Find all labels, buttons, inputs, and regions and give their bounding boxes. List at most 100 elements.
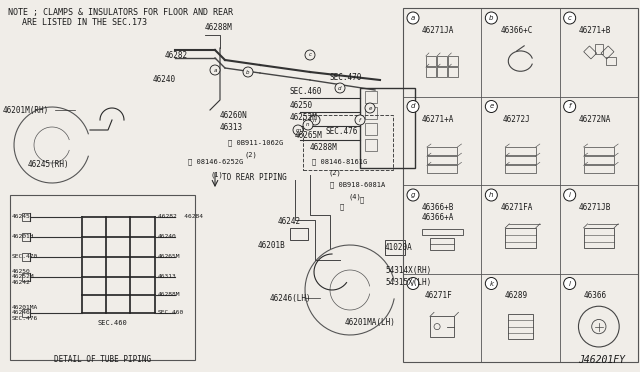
Bar [303, 115, 393, 170]
Text: ARE LISTED IN THE SEC.173: ARE LISTED IN THE SEC.173 [22, 18, 147, 27]
Text: l: l [569, 280, 571, 286]
Bar [448, 56, 458, 66]
Text: b: b [246, 70, 250, 74]
Bar [505, 147, 536, 155]
Text: 46282: 46282 [165, 51, 188, 60]
Text: d: d [339, 86, 342, 90]
Bar [430, 238, 454, 250]
Text: (1): (1) [210, 172, 223, 178]
Text: J46201FY: J46201FY [578, 355, 625, 365]
Circle shape [407, 12, 419, 24]
Text: h: h [313, 118, 317, 122]
Circle shape [564, 12, 575, 24]
Bar [22, 213, 30, 221]
Text: a: a [411, 15, 415, 21]
Bar [584, 166, 614, 173]
Text: (2): (2) [245, 152, 258, 158]
Bar [22, 253, 30, 261]
Circle shape [485, 278, 497, 289]
Text: 46201M(RH): 46201M(RH) [3, 106, 49, 115]
Text: 46366: 46366 [583, 292, 607, 301]
Text: Ⓝ 0B918-6081A: Ⓝ 0B918-6081A [330, 182, 385, 188]
Text: 46289: 46289 [505, 292, 528, 301]
Text: (4): (4) [348, 194, 361, 200]
Text: 46366+B
46366+A: 46366+B 46366+A [422, 203, 454, 222]
Text: Ⓑ 08146-8161G: Ⓑ 08146-8161G [312, 159, 367, 165]
Circle shape [564, 278, 575, 289]
Text: Ⓝ: Ⓝ [360, 197, 364, 203]
Text: c: c [568, 15, 572, 21]
Text: SEC.470: SEC.470 [12, 254, 38, 260]
Circle shape [310, 115, 320, 125]
Text: d: d [411, 103, 415, 109]
Bar [505, 156, 536, 164]
Text: g: g [411, 192, 415, 198]
Bar [422, 229, 463, 235]
Bar [430, 317, 454, 337]
Bar [385, 240, 405, 255]
Text: Ⓑ: Ⓑ [340, 204, 344, 210]
Bar [403, 8, 638, 362]
Text: SEC.460: SEC.460 [158, 311, 184, 315]
Bar [10, 195, 195, 360]
Bar [584, 156, 614, 164]
Text: f: f [568, 103, 571, 109]
Text: c: c [308, 52, 312, 58]
Text: 46201H: 46201H [12, 234, 35, 240]
Text: 46271F: 46271F [424, 292, 452, 301]
Text: m: m [295, 128, 301, 132]
Text: a: a [213, 67, 217, 73]
Text: 46260N: 46260N [220, 110, 248, 119]
Text: f: f [359, 118, 361, 122]
Bar [365, 91, 377, 103]
Circle shape [485, 12, 497, 24]
Bar [426, 56, 436, 66]
Text: 46313: 46313 [158, 275, 177, 279]
Text: j: j [412, 280, 414, 286]
Text: 46201MA
46246
SEC.476: 46201MA 46246 SEC.476 [12, 305, 38, 321]
Text: SEC.476: SEC.476 [325, 128, 357, 137]
Text: 54315X(LH): 54315X(LH) [385, 278, 431, 286]
Bar [584, 228, 614, 248]
Text: 46265M: 46265M [158, 254, 180, 260]
Circle shape [485, 189, 497, 201]
Bar [505, 166, 536, 173]
Bar [437, 56, 447, 66]
Text: 46201B: 46201B [258, 241, 285, 250]
Text: k: k [490, 280, 493, 286]
Circle shape [303, 120, 313, 130]
Text: 46245(RH): 46245(RH) [28, 160, 70, 170]
Text: SEC.460: SEC.460 [290, 87, 323, 96]
Circle shape [210, 65, 220, 75]
Text: 46271FA: 46271FA [500, 203, 532, 212]
Text: 46271JB: 46271JB [579, 203, 611, 212]
Circle shape [485, 100, 497, 112]
Circle shape [293, 125, 303, 135]
Bar [22, 273, 30, 281]
Text: 46366+C: 46366+C [500, 26, 532, 35]
Bar [427, 156, 458, 164]
Text: 46265M: 46265M [295, 131, 323, 140]
Circle shape [564, 100, 575, 112]
Text: 46272J: 46272J [502, 115, 531, 124]
Bar [365, 123, 377, 135]
Bar [427, 147, 458, 155]
Circle shape [365, 103, 375, 113]
Bar [508, 314, 532, 339]
Bar [505, 228, 536, 248]
Bar [365, 107, 377, 119]
Text: 46288M: 46288M [310, 144, 338, 153]
Circle shape [305, 50, 315, 60]
Text: DETAIL OF TUBE PIPING: DETAIL OF TUBE PIPING [54, 355, 151, 364]
Text: 46246(LH): 46246(LH) [270, 294, 312, 302]
Text: e: e [368, 106, 372, 110]
Text: e: e [489, 103, 493, 109]
Text: 46282  46284: 46282 46284 [158, 215, 203, 219]
Circle shape [355, 115, 365, 125]
Text: NOTE ; CLAMPS & INSULATORS FOR FLOOR AND REAR: NOTE ; CLAMPS & INSULATORS FOR FLOOR AND… [8, 8, 233, 17]
Text: 46271+A: 46271+A [422, 115, 454, 124]
Bar [448, 67, 458, 77]
Bar [437, 67, 447, 77]
Text: 54314X(RH): 54314X(RH) [385, 266, 431, 275]
Circle shape [335, 83, 345, 93]
